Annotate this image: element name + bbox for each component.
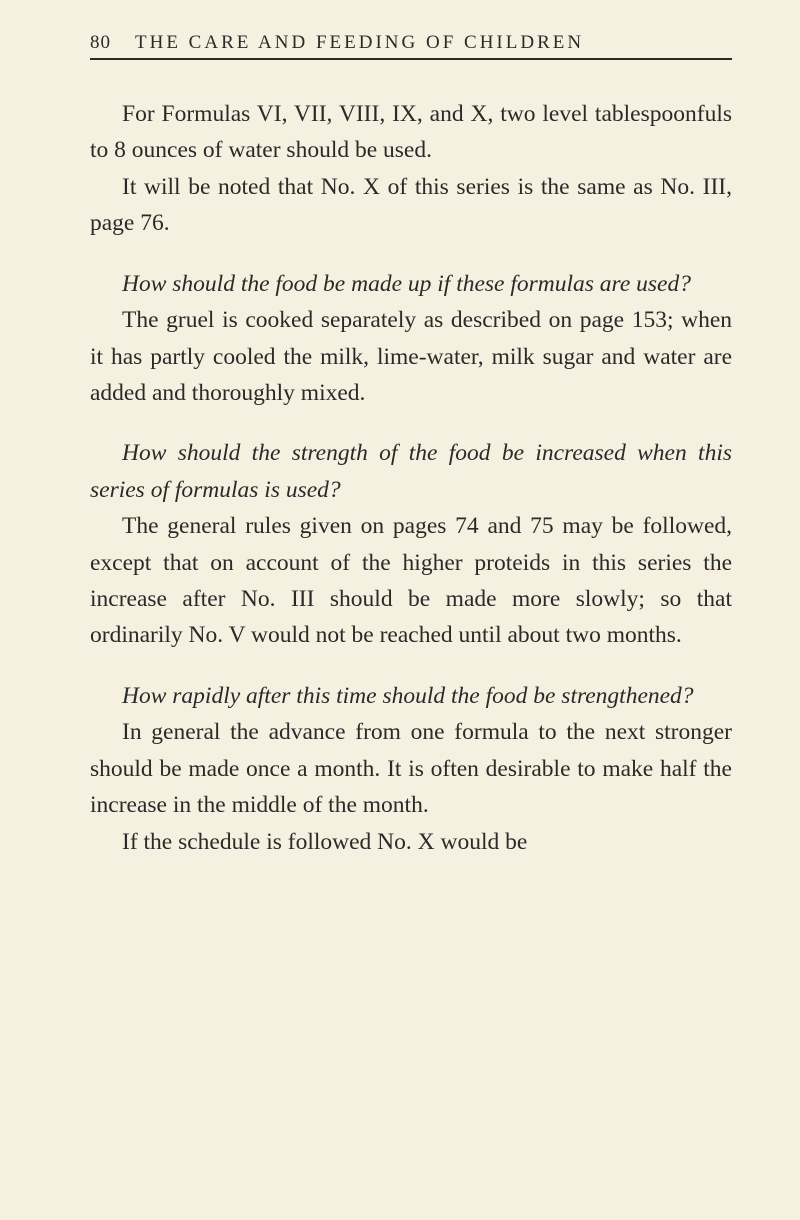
header-rule	[90, 58, 732, 60]
question-heading: How should the food be made up if these …	[90, 266, 732, 302]
paragraph-block-2: How should the food be made up if these …	[90, 266, 732, 412]
body-text: For Formulas VI, VII, VIII, IX, and X, t…	[90, 96, 732, 860]
paragraph: The gruel is cooked separately as descri…	[90, 302, 732, 411]
question-heading: How rapidly after this time should the f…	[90, 678, 732, 714]
question-heading: How should the strength of the food be i…	[90, 435, 732, 508]
page-number: 80	[90, 32, 111, 54]
running-title: THE CARE AND FEEDING OF CHILDREN	[135, 32, 584, 54]
paragraph: For Formulas VI, VII, VIII, IX, and X, t…	[90, 96, 732, 169]
paragraph: If the schedule is followed No. X would …	[90, 824, 732, 860]
paragraph-block-4: How rapidly after this time should the f…	[90, 678, 732, 860]
paragraph: The general rules given on pages 74 and …	[90, 508, 732, 654]
page-header: 80 THE CARE AND FEEDING OF CHILDREN	[90, 32, 732, 54]
paragraph-block-3: How should the strength of the food be i…	[90, 435, 732, 654]
paragraph: In general the advance from one formula …	[90, 714, 732, 823]
paragraph-block-1: For Formulas VI, VII, VIII, IX, and X, t…	[90, 96, 732, 242]
paragraph: It will be noted that No. X of this seri…	[90, 169, 732, 242]
